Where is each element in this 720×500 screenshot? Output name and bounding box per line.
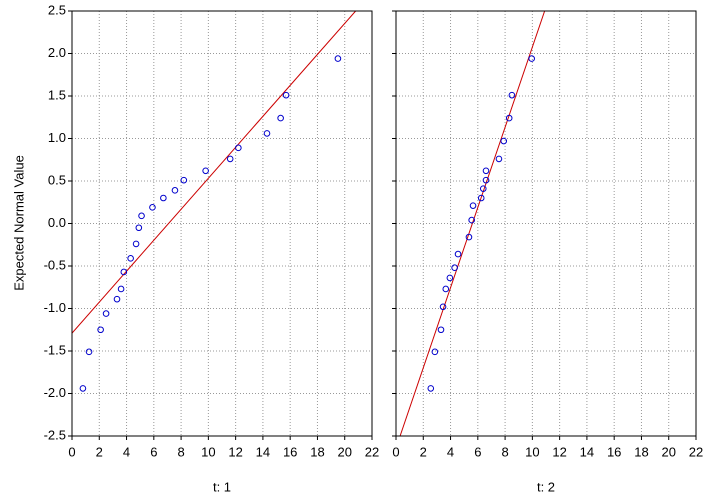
x-tick-label: 6: [474, 444, 481, 459]
x-tick-label: 10: [201, 444, 215, 459]
point: [138, 212, 145, 220]
y-tick-label: 0.5: [48, 172, 66, 187]
point: [235, 144, 242, 152]
point: [226, 155, 234, 163]
point: [439, 303, 447, 311]
point: [479, 185, 487, 192]
x-tick-label: 16: [283, 444, 297, 459]
x-tick-label: 4: [447, 444, 454, 459]
fit-line: [72, 11, 357, 334]
point: [85, 348, 93, 356]
point: [202, 167, 209, 175]
x-tick-label: 14: [256, 444, 270, 459]
plot-frame: [395, 10, 697, 437]
point: [149, 204, 156, 211]
point: [113, 295, 121, 303]
x-tick-label: 6: [150, 444, 157, 459]
point: [120, 268, 128, 276]
y-axis-label: Expected Normal Value: [11, 155, 26, 291]
x-axis-label: t: 1: [213, 479, 231, 494]
point: [528, 55, 535, 62]
point: [442, 285, 450, 293]
x-tick-label: 2: [96, 444, 103, 459]
point: [135, 224, 143, 232]
x-tick-label: 20: [337, 444, 351, 459]
x-tick-label: 0: [392, 444, 399, 459]
y-tick-label: 0.0: [48, 215, 66, 230]
point: [446, 274, 454, 282]
y-tick-label: 1.0: [48, 130, 66, 145]
x-tick-label: 22: [689, 444, 703, 459]
point: [132, 240, 140, 248]
point: [495, 155, 503, 163]
plot-frame: [71, 10, 373, 437]
point: [482, 167, 490, 175]
point: [117, 285, 125, 293]
y-tick-label: -2.5: [44, 427, 66, 442]
point: [465, 233, 473, 241]
point: [79, 385, 87, 392]
point: [102, 310, 110, 317]
x-tick-label: 18: [634, 444, 648, 459]
fit-line: [399, 11, 546, 436]
x-tick-label: 20: [661, 444, 675, 459]
point: [171, 187, 179, 194]
point: [505, 114, 513, 122]
x-tick-label: 18: [310, 444, 324, 459]
x-tick-label: 14: [580, 444, 594, 459]
y-tick-label: -0.5: [44, 257, 66, 272]
x-tick-label: 0: [68, 444, 75, 459]
x-tick-label: 16: [607, 444, 621, 459]
x-tick-label: 8: [177, 444, 184, 459]
point: [127, 255, 134, 262]
point: [277, 114, 284, 122]
point: [508, 91, 516, 99]
point: [334, 55, 342, 62]
x-tick-label: 12: [552, 444, 566, 459]
point: [437, 326, 445, 334]
y-tick-label: 1.5: [48, 87, 66, 102]
x-tick-label: 22: [365, 444, 379, 459]
point: [469, 202, 477, 209]
y-tick-label: 2.0: [48, 45, 66, 60]
y-tick-label: -1.0: [44, 300, 66, 315]
point: [468, 216, 475, 224]
x-tick-label: 8: [501, 444, 508, 459]
point: [451, 264, 458, 272]
point: [263, 130, 271, 137]
point: [431, 348, 439, 356]
point: [180, 176, 188, 184]
point: [500, 137, 508, 145]
point: [282, 91, 290, 99]
y-tick-label: 2.5: [48, 2, 66, 17]
x-tick-label: 4: [123, 444, 130, 459]
x-axis-label: t: 2: [537, 479, 555, 494]
y-tick-label: -2.0: [44, 385, 66, 400]
point: [160, 194, 167, 202]
point: [97, 326, 104, 334]
x-tick-label: 10: [525, 444, 539, 459]
y-tick-label: -1.5: [44, 342, 66, 357]
point: [477, 194, 485, 202]
x-tick-label: 12: [228, 444, 242, 459]
x-tick-label: 2: [420, 444, 427, 459]
point: [482, 176, 490, 184]
point: [427, 385, 435, 392]
point: [454, 250, 462, 258]
